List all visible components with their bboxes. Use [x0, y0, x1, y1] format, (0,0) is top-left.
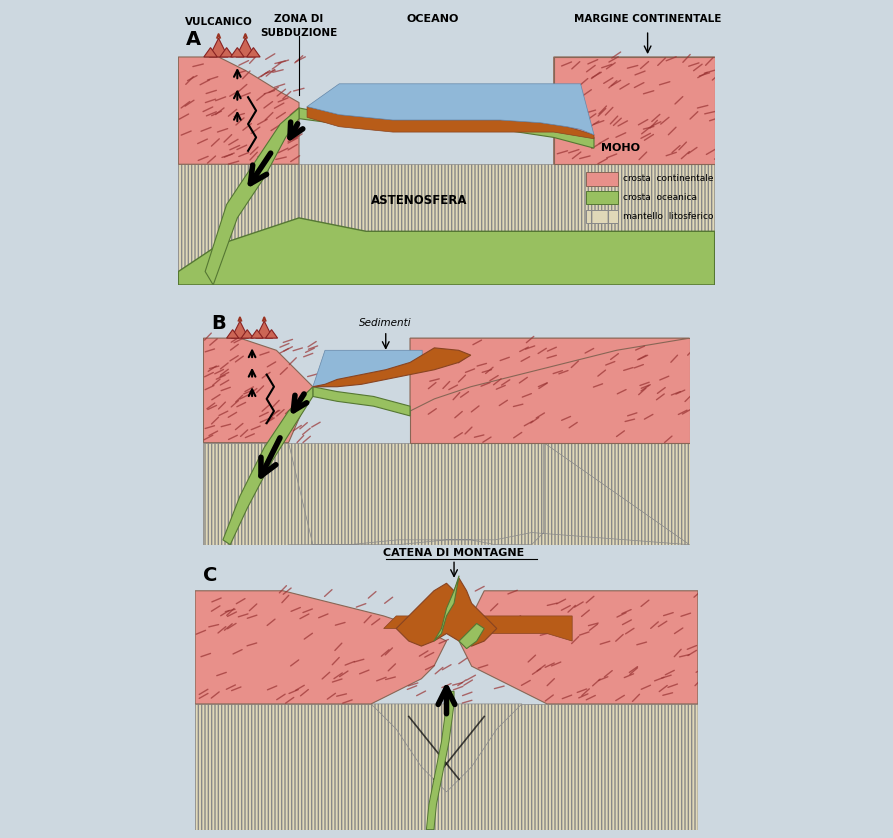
- Polygon shape: [307, 84, 594, 135]
- Polygon shape: [265, 329, 278, 339]
- Polygon shape: [313, 348, 471, 387]
- Polygon shape: [205, 108, 299, 285]
- Polygon shape: [241, 329, 254, 339]
- Polygon shape: [554, 57, 714, 132]
- Text: ASTENOSFERA: ASTENOSFERA: [371, 194, 468, 208]
- Text: mantello  litosferico: mantello litosferico: [623, 212, 714, 221]
- Polygon shape: [288, 442, 689, 545]
- Polygon shape: [299, 108, 594, 148]
- Polygon shape: [396, 578, 497, 646]
- Text: B: B: [211, 314, 226, 333]
- Text: crosta  oceanica: crosta oceanica: [623, 194, 697, 202]
- Polygon shape: [313, 350, 422, 387]
- Polygon shape: [223, 387, 313, 545]
- Polygon shape: [246, 48, 260, 57]
- Polygon shape: [554, 97, 714, 164]
- Polygon shape: [554, 57, 714, 164]
- Text: crosta  continentale: crosta continentale: [623, 174, 714, 184]
- Polygon shape: [179, 57, 299, 164]
- Text: A: A: [187, 30, 202, 49]
- Polygon shape: [251, 329, 263, 339]
- Polygon shape: [434, 576, 459, 641]
- Polygon shape: [288, 442, 689, 545]
- Polygon shape: [230, 48, 244, 57]
- Polygon shape: [255, 321, 272, 339]
- Text: MOHO: MOHO: [601, 142, 640, 153]
- Polygon shape: [220, 48, 233, 57]
- Polygon shape: [204, 339, 313, 442]
- Polygon shape: [544, 442, 689, 545]
- Polygon shape: [586, 210, 618, 223]
- Polygon shape: [299, 164, 554, 285]
- Polygon shape: [426, 691, 454, 830]
- Text: C: C: [203, 566, 217, 585]
- Polygon shape: [227, 329, 238, 339]
- Polygon shape: [410, 339, 689, 442]
- Polygon shape: [586, 173, 618, 186]
- Polygon shape: [236, 39, 255, 57]
- Polygon shape: [204, 442, 288, 545]
- Polygon shape: [179, 218, 714, 285]
- Polygon shape: [195, 704, 698, 830]
- Polygon shape: [459, 591, 698, 704]
- Polygon shape: [179, 164, 299, 285]
- Text: VULCANICO: VULCANICO: [185, 17, 253, 27]
- Polygon shape: [410, 339, 689, 411]
- Text: ZONA DI: ZONA DI: [274, 14, 323, 24]
- Text: CATENA DI MONTAGNE: CATENA DI MONTAGNE: [383, 548, 525, 558]
- Text: OCEANO: OCEANO: [407, 14, 459, 24]
- Polygon shape: [384, 616, 572, 641]
- Polygon shape: [586, 191, 618, 204]
- Polygon shape: [209, 39, 228, 57]
- Text: SUBDUZIONE: SUBDUZIONE: [261, 28, 338, 38]
- Polygon shape: [231, 321, 248, 339]
- Polygon shape: [580, 57, 714, 97]
- Polygon shape: [371, 704, 522, 792]
- Polygon shape: [307, 106, 594, 139]
- Polygon shape: [204, 48, 217, 57]
- Text: Sedimenti: Sedimenti: [359, 318, 412, 328]
- Polygon shape: [195, 591, 446, 704]
- Polygon shape: [313, 387, 410, 416]
- Polygon shape: [459, 623, 484, 649]
- Polygon shape: [554, 164, 714, 285]
- Polygon shape: [204, 442, 689, 545]
- Text: MARGINE CONTINENTALE: MARGINE CONTINENTALE: [574, 14, 722, 24]
